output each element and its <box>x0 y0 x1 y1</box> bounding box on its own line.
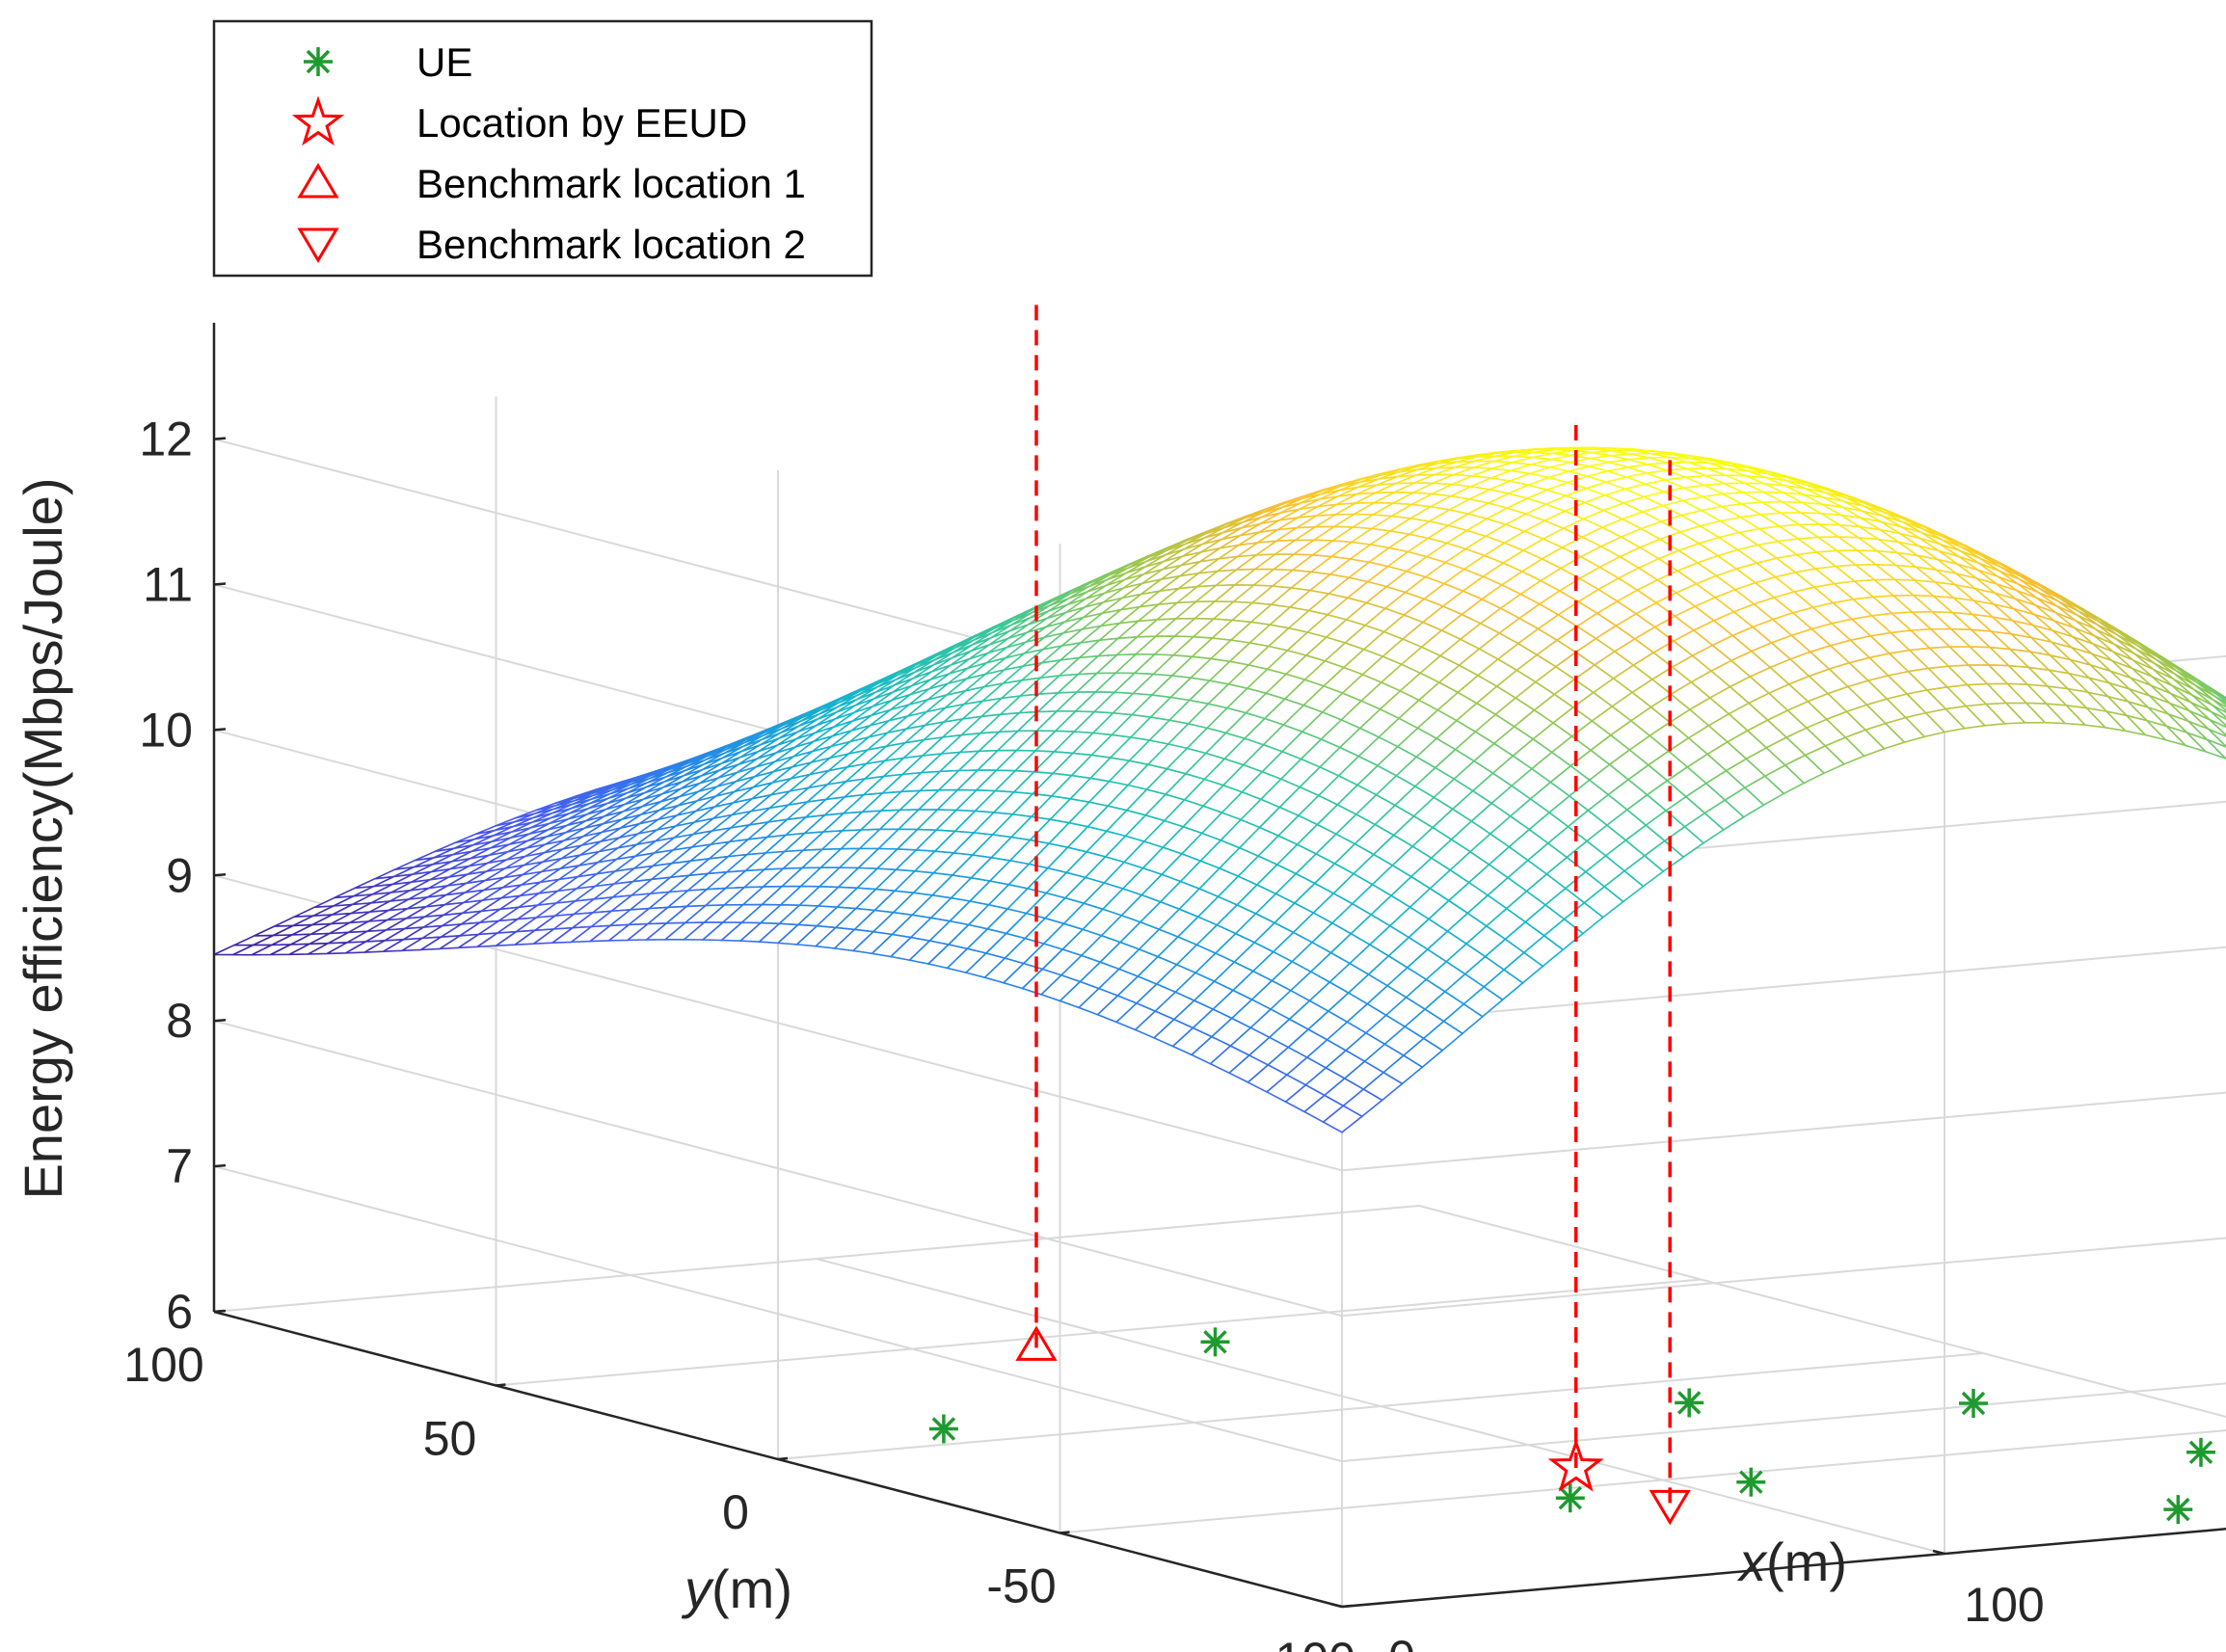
z-tick-mark-2 <box>213 1018 227 1023</box>
legend-entry-benchmark-1: Benchmark location 1 <box>297 161 806 206</box>
legend-star-marker-icon <box>291 95 345 147</box>
grid-x-floor-2 <box>1418 1205 2226 1418</box>
ue-marker <box>1959 1389 1988 1418</box>
legend-entry-ue: UE <box>304 40 472 85</box>
grid-y-floor-1 <box>496 1278 1702 1387</box>
x-axis-label-unit: (m) <box>1766 1532 1847 1592</box>
y-axis-label: y(m) <box>681 1559 792 1619</box>
y-tick-mark-4 <box>1341 1604 1353 1609</box>
y-tick-label-1: 50 <box>423 1412 477 1466</box>
ue-marker <box>1736 1467 1766 1497</box>
y-tick-label-0: 100 <box>123 1338 203 1392</box>
legend-box <box>212 19 873 278</box>
y-tick-mark-2 <box>777 1456 789 1461</box>
z-tick-mark-3 <box>213 873 227 877</box>
y-tick-label-2: 0 <box>722 1485 749 1539</box>
y-tick-label-3: -50 <box>986 1559 1056 1613</box>
y-axis-label-var: y <box>681 1559 714 1619</box>
y-tick-mark-1 <box>496 1383 506 1387</box>
legend: UE Location by EEUD Benchmark location 1… <box>212 19 873 278</box>
labels: Energy efficiency(Mbps/Joule) y(m) x(m) <box>13 477 1847 1619</box>
benchmark-1-marker <box>1015 1325 1058 1361</box>
legend-triangle-down-marker-icon <box>297 227 339 263</box>
legend-entry-benchmark-2: Benchmark location 2 <box>297 222 806 267</box>
z-tick-mark-5 <box>213 582 227 586</box>
legend-ue-marker-icon <box>304 47 333 76</box>
grid-y-floor-2 <box>777 1352 1984 1460</box>
y-axis-label-unit: (m) <box>711 1559 792 1619</box>
legend-label-benchmark-1: Benchmark location 1 <box>416 161 806 206</box>
z-tick-label-6: 12 <box>139 413 193 466</box>
markers <box>928 1325 2215 1526</box>
z-tick-label-3: 9 <box>166 848 193 902</box>
y-tick-mark-3 <box>1059 1531 1070 1534</box>
benchmark-2-marker <box>1649 1489 1691 1526</box>
legend-entry-eeud: Location by EEUD <box>291 95 747 147</box>
x-tick-label-1: 100 <box>1964 1578 2044 1632</box>
ue-marker <box>1555 1483 1585 1513</box>
legend-triangle-up-marker-icon <box>297 163 339 199</box>
z-tick-label-1: 7 <box>166 1139 193 1193</box>
grid-y-floor-0 <box>213 1205 1420 1313</box>
x-axis-label-var: x <box>1736 1532 1768 1592</box>
ue-marker <box>2163 1495 2193 1525</box>
y-tick-mark-0 <box>213 1309 225 1314</box>
ue-marker <box>1200 1327 1230 1357</box>
x-axis-label: x(m) <box>1736 1532 1847 1592</box>
z-tick-label-0: 6 <box>166 1285 193 1339</box>
grid-z-right-3 <box>1341 1091 2226 1172</box>
x-tick-mark-0 <box>1329 1602 1343 1609</box>
z-tick-mark-1 <box>213 1163 227 1168</box>
x-tick-mark-1 <box>1932 1549 1945 1556</box>
x-tick-label-0: 0 <box>1388 1631 1415 1652</box>
surface-cell <box>213 944 254 956</box>
eeud-location-marker <box>1547 1438 1604 1492</box>
z-tick-label-4: 10 <box>139 703 193 757</box>
ue-marker <box>2186 1437 2215 1467</box>
ue-marker <box>1675 1388 1704 1418</box>
z-tick-mark-4 <box>213 728 227 732</box>
legend-label-benchmark-2: Benchmark location 2 <box>416 222 806 267</box>
z-axis-label: Energy efficiency(Mbps/Joule) <box>13 477 73 1199</box>
z-tick-label-5: 11 <box>143 558 193 612</box>
z-tick-mark-6 <box>213 437 227 440</box>
y-tick-label-4: -100 <box>1259 1633 1355 1652</box>
surface-mesh <box>213 446 2226 1133</box>
ue-marker <box>928 1414 958 1444</box>
legend-label-eeud: Location by EEUD <box>416 100 747 146</box>
legend-label-ue: UE <box>416 40 472 85</box>
z-tick-label-2: 8 <box>166 994 193 1048</box>
grid-y-floor-3 <box>1059 1429 2226 1534</box>
